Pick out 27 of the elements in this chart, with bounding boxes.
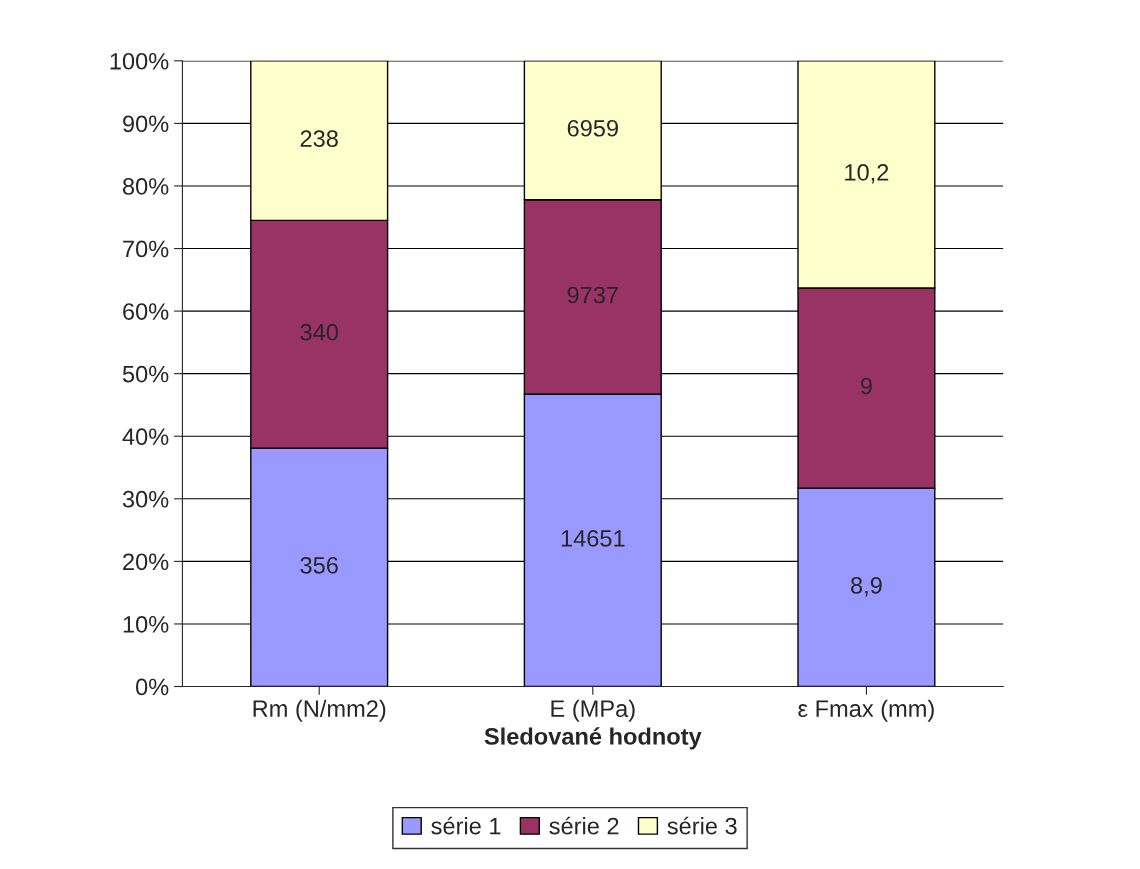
- annotation: 8,9: [851, 576, 882, 597]
- annotation: 340: [300, 323, 338, 341]
- y-tick-label: 30%: [122, 490, 169, 508]
- y-tick-label: 100%: [110, 52, 169, 70]
- y-tick-label: 60%: [123, 303, 169, 320]
- y-tick-label: 90%: [123, 115, 169, 133]
- y-tick-label: 80%: [122, 178, 169, 195]
- y-tick-label: 40%: [122, 428, 169, 446]
- annotation: 356: [300, 556, 338, 574]
- legend-label: série 3: [667, 816, 737, 835]
- legend-label: série 1: [431, 816, 501, 835]
- y-tick-label: 50%: [122, 365, 169, 383]
- x-axis-title: Sledované hodnoty: [484, 727, 702, 750]
- annotation: 9737: [567, 286, 618, 304]
- annotation: 238: [300, 130, 338, 147]
- annotation: 14651: [561, 530, 625, 547]
- x-tick-label: ε Fmax (mm): [798, 699, 934, 722]
- legend-label: série 2: [549, 816, 619, 835]
- y-tick-label: 70%: [123, 240, 169, 258]
- x-tick-label: Rm (N/mm2): [253, 699, 386, 722]
- y-tick-label: 10%: [123, 616, 169, 633]
- x-tick-label: E (MPa): [551, 699, 635, 722]
- y-tick-label: 20%: [123, 553, 169, 571]
- annotation: 9: [860, 377, 872, 395]
- y-tick-label: 0%: [136, 678, 169, 696]
- annotation: 6959: [567, 119, 618, 137]
- annotation: 10,2: [845, 164, 889, 184]
